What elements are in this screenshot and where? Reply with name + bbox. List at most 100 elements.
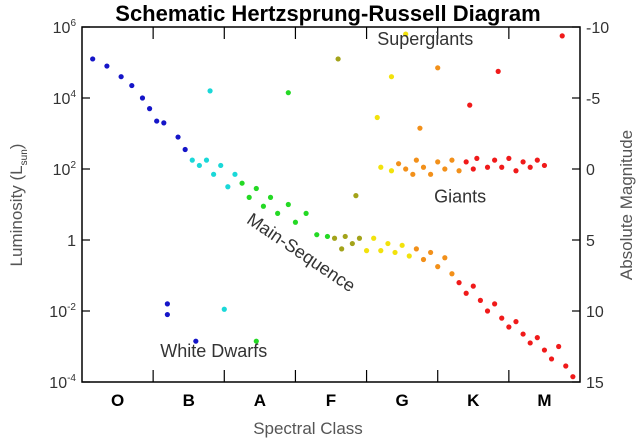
star-point (182, 146, 188, 153)
star-point (331, 235, 338, 241)
plot-frame (81, 26, 581, 383)
star-point (435, 264, 441, 270)
left-tick-label: 10-4 (49, 373, 76, 392)
star-point (520, 159, 526, 165)
star-point (541, 347, 548, 353)
spectral-class-label: G (396, 391, 409, 410)
star-point (314, 232, 320, 238)
star-point (335, 56, 341, 62)
star-point (541, 162, 548, 169)
star-point (513, 168, 519, 174)
star-point (492, 301, 498, 307)
star-point (559, 33, 565, 39)
star-point (428, 171, 434, 177)
star-point (388, 168, 395, 174)
star-point (456, 280, 462, 286)
right-tick-label: -5 (586, 91, 600, 108)
star-point (225, 184, 231, 190)
star-point (534, 157, 540, 163)
spectral-class-label: F (326, 391, 336, 410)
star-point (435, 159, 441, 165)
class-dividers (152, 27, 510, 382)
star-point (267, 194, 274, 200)
star-points (90, 31, 576, 380)
star-point (399, 242, 405, 248)
star-point (513, 319, 519, 325)
star-point (442, 255, 448, 261)
star-point (470, 283, 476, 289)
star-point (413, 246, 419, 252)
star-point (232, 171, 238, 177)
right-tick-label: 5 (586, 233, 595, 250)
star-point (492, 157, 498, 163)
star-point (285, 90, 291, 96)
star-point (189, 157, 195, 163)
star-point (292, 219, 299, 225)
star-point (406, 253, 412, 259)
star-point (90, 56, 96, 62)
star-point (164, 311, 170, 318)
star-point (385, 240, 391, 247)
star-point (324, 233, 331, 240)
y-axis-label-right: Absolute Magnitude (617, 130, 636, 280)
star-point (520, 331, 526, 337)
spectral-class-label: O (111, 391, 124, 410)
star-point (463, 159, 469, 165)
star-point (253, 185, 259, 192)
star-point (349, 240, 355, 247)
star-point (410, 171, 416, 177)
star-point (477, 297, 483, 303)
region-annotation: Supergiants (377, 29, 473, 49)
star-point (403, 31, 409, 37)
star-point (139, 95, 146, 101)
star-point (253, 338, 259, 344)
star-point (499, 315, 505, 321)
right-tick-label: 0 (586, 162, 595, 179)
y-axis-label-left-main: Luminosity (L (7, 165, 26, 266)
star-point (239, 180, 245, 186)
left-tick-label: 106 (53, 18, 77, 37)
region-annotation: Giants (434, 187, 486, 207)
spectral-class-label: M (537, 391, 551, 410)
star-point (449, 157, 455, 163)
left-tick-label: 10-2 (49, 302, 76, 321)
star-point (420, 256, 427, 263)
star-point (104, 63, 110, 69)
star-point (203, 157, 210, 163)
star-point (499, 164, 505, 170)
star-point (428, 249, 434, 256)
star-point (196, 162, 202, 169)
star-point (129, 82, 135, 89)
star-point (484, 164, 491, 170)
star-point (417, 125, 423, 131)
left-tick-label: 104 (53, 89, 77, 108)
star-point (118, 74, 124, 80)
star-point (161, 120, 167, 126)
chart-title: Schematic Hertzsprung-Russell Diagram (115, 1, 540, 26)
star-point (403, 166, 409, 172)
star-point (506, 155, 512, 161)
star-point (420, 164, 427, 170)
star-point (193, 338, 199, 344)
star-point (221, 306, 227, 312)
star-point (378, 248, 384, 254)
left-axis-ticks: 106 104 102 1 10-2 10-4 (49, 18, 90, 392)
star-point (463, 290, 469, 296)
star-point (449, 271, 455, 277)
star-point (285, 201, 291, 208)
star-point (353, 193, 359, 199)
right-tick-label: 15 (586, 375, 604, 392)
y-axis-label-left-close: ) (7, 144, 26, 150)
star-point (413, 157, 419, 163)
star-point (527, 164, 533, 170)
star-point (207, 88, 213, 94)
star-point (339, 246, 345, 252)
star-point (395, 161, 402, 167)
spectral-class-label: B (183, 391, 195, 410)
star-point (435, 65, 441, 71)
star-point (275, 210, 281, 216)
star-point (556, 343, 562, 350)
star-point (363, 248, 370, 254)
star-point (260, 203, 267, 209)
